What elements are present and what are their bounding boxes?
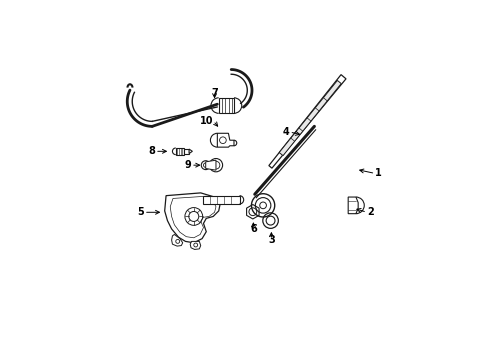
Polygon shape (183, 149, 189, 153)
Text: 10: 10 (199, 116, 213, 126)
Polygon shape (268, 75, 346, 168)
Polygon shape (171, 234, 183, 246)
Polygon shape (175, 148, 183, 155)
Text: 3: 3 (267, 235, 274, 245)
Polygon shape (347, 197, 357, 214)
Text: 5: 5 (137, 207, 143, 217)
Polygon shape (190, 242, 200, 249)
Polygon shape (205, 160, 216, 170)
Polygon shape (218, 98, 233, 113)
Polygon shape (189, 149, 192, 153)
Circle shape (201, 161, 210, 170)
Text: 7: 7 (211, 88, 218, 98)
Polygon shape (279, 80, 341, 156)
Polygon shape (217, 133, 233, 147)
Text: 8: 8 (148, 146, 155, 156)
Polygon shape (203, 195, 239, 204)
Text: 1: 1 (375, 168, 381, 179)
Text: 4: 4 (282, 127, 289, 137)
Text: 9: 9 (184, 160, 191, 170)
Polygon shape (246, 204, 259, 219)
Text: 6: 6 (249, 224, 256, 234)
Circle shape (209, 158, 222, 172)
Text: 2: 2 (366, 207, 373, 217)
Polygon shape (164, 193, 220, 243)
